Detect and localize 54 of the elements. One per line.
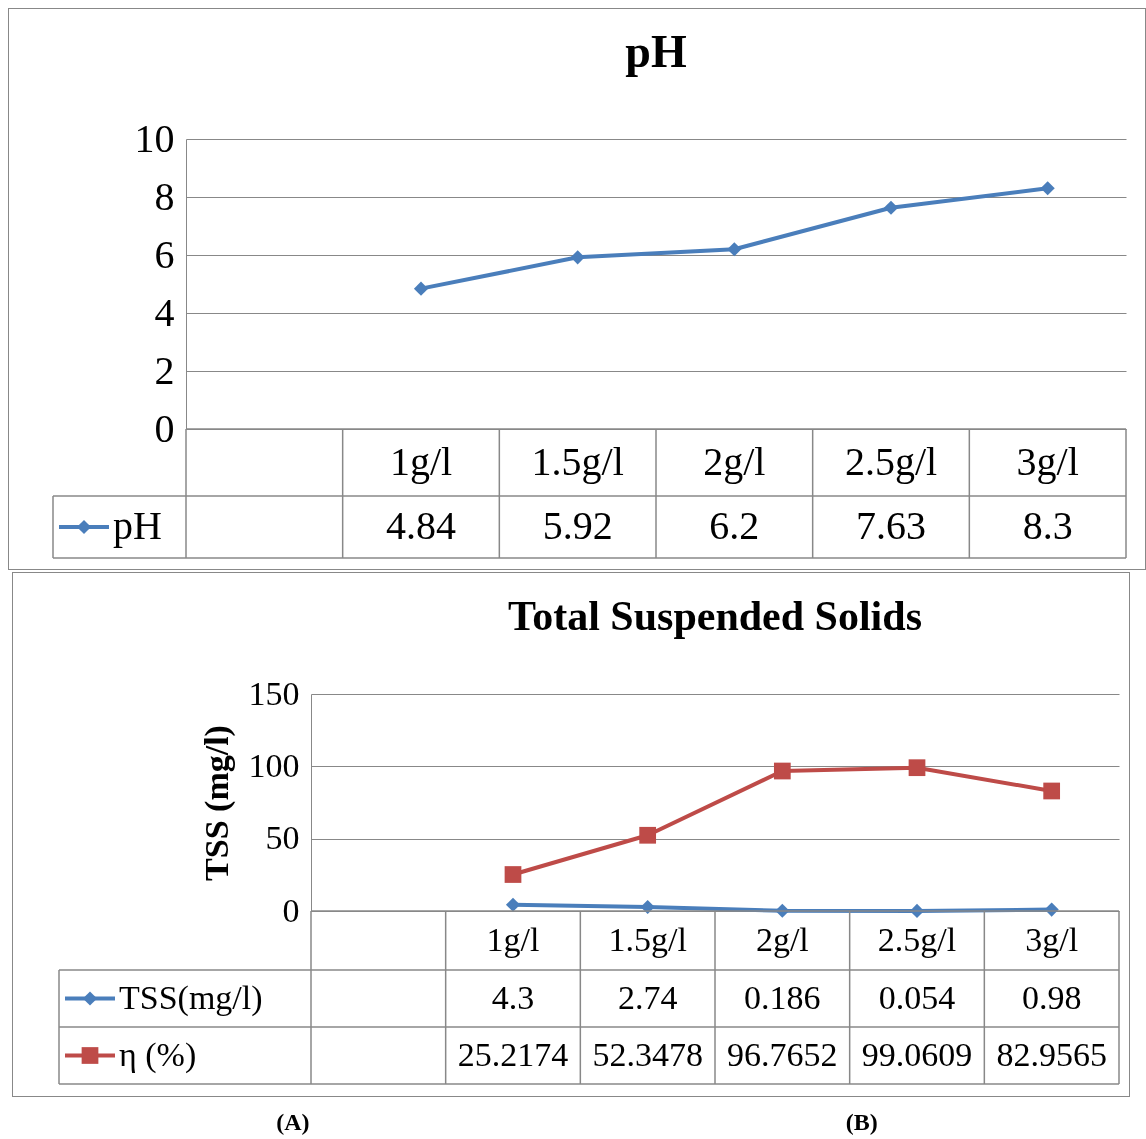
x-tick-label: 2g/l <box>755 920 809 958</box>
data-label: 4.3 <box>491 978 535 1016</box>
chart-title: Total Suspended Solids <box>508 593 922 639</box>
x-tick-label: 1g/l <box>389 438 453 484</box>
point <box>727 242 742 257</box>
y-tick-label: 50 <box>265 819 300 857</box>
data-label: 0.98 <box>1021 978 1082 1016</box>
text: (A) <box>276 1109 310 1136</box>
legend-label: η (%) <box>119 1035 197 1074</box>
point <box>908 759 926 777</box>
point <box>570 250 585 265</box>
data-label: 2.74 <box>617 978 678 1016</box>
data-label: 82.9565 <box>996 1035 1107 1073</box>
x-tick-label: 1g/l <box>486 920 540 958</box>
data-label: 0.186 <box>744 978 821 1016</box>
y-tick-label: 4 <box>154 289 175 335</box>
chart-title: pH <box>625 26 687 77</box>
data-label: 0.054 <box>878 978 956 1016</box>
point <box>1040 181 1055 196</box>
y-tick-label: 150 <box>248 674 300 712</box>
y-tick-label: 2 <box>154 347 175 393</box>
data-label: 5.92 <box>542 503 613 548</box>
point <box>505 897 521 912</box>
y-axis-title: TSS (mg/l) <box>197 725 236 881</box>
point <box>504 866 522 883</box>
x-tick-label: 2g/l <box>703 438 766 484</box>
point <box>883 200 899 215</box>
data-label: 99.0609 <box>861 1035 973 1073</box>
data-label: 4.84 <box>386 503 456 548</box>
y-tick-label: 6 <box>154 231 175 277</box>
x-tick-label: 2.5g/l <box>877 920 957 958</box>
data-label: 52.3478 <box>592 1035 703 1073</box>
y-tick-label: 0 <box>282 891 300 929</box>
x-tick-label: 1.5g/l <box>608 920 687 958</box>
point <box>639 826 657 844</box>
legend-label: TSS(mg/l) <box>119 978 263 1017</box>
point <box>413 281 429 296</box>
x-tick-label: 2.5g/l <box>844 438 938 484</box>
data-label: 7.63 <box>856 503 926 548</box>
data-label: 8.3 <box>1022 503 1073 548</box>
point <box>773 762 791 780</box>
legend-label: pH <box>113 503 162 548</box>
x-tick-label: 1.5g/l <box>531 438 624 484</box>
y-tick-label: 0 <box>154 405 175 451</box>
point <box>1043 782 1061 800</box>
x-tick-label: 3g/l <box>1016 438 1079 484</box>
x-tick-label: 3g/l <box>1025 920 1079 958</box>
data-label: 96.7652 <box>727 1035 838 1073</box>
y-tick-label: 10 <box>134 115 175 161</box>
data-label: 6.2 <box>709 503 760 548</box>
y-tick-label: 100 <box>248 746 300 784</box>
y-tick-label: 8 <box>154 173 175 219</box>
text: (B) <box>845 1109 878 1136</box>
data-label: 25.2174 <box>457 1035 569 1073</box>
